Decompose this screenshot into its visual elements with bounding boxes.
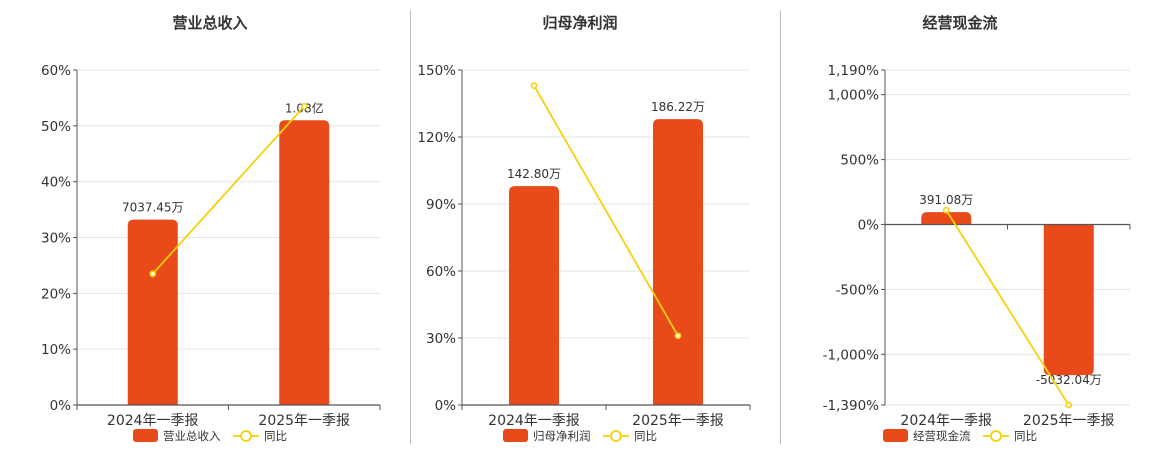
legend-bar-swatch bbox=[133, 429, 158, 442]
line-point bbox=[149, 270, 157, 278]
x-tick-label: 2025年一季报 bbox=[258, 413, 350, 429]
legend-bar-swatch bbox=[883, 429, 908, 442]
legend-bar-swatch bbox=[503, 429, 528, 442]
y-tick-label: 120% bbox=[417, 130, 456, 146]
x-tick-label: 2024年一季报 bbox=[900, 413, 992, 429]
y-tick-label: 0% bbox=[858, 218, 880, 234]
y-tick-label: 60% bbox=[426, 264, 456, 280]
bar bbox=[921, 212, 972, 225]
y-tick-label: 500% bbox=[840, 153, 879, 169]
y-tick-label: 60% bbox=[41, 63, 71, 79]
legend-line-marker bbox=[240, 430, 252, 442]
series-line bbox=[152, 105, 305, 275]
legend-line-label: 同比 bbox=[264, 429, 287, 443]
legend-line-marker bbox=[990, 430, 1002, 442]
bar-data-label: 142.80万 bbox=[507, 167, 561, 181]
y-tick-label: 20% bbox=[41, 286, 71, 302]
legend-line-label: 同比 bbox=[1014, 429, 1037, 443]
y-tick-label: -1,000% bbox=[823, 347, 880, 363]
y-tick-label: 40% bbox=[41, 175, 71, 191]
y-tick-label: 0% bbox=[50, 398, 72, 414]
y-tick-label: 90% bbox=[426, 197, 456, 213]
bar bbox=[653, 119, 703, 405]
bar-data-label: 186.22万 bbox=[651, 100, 705, 114]
y-tick-label: 50% bbox=[41, 119, 71, 135]
x-tick-label: 2024年一季报 bbox=[107, 413, 199, 429]
y-tick-label: -1,390% bbox=[823, 398, 880, 414]
bar-data-label: 7037.45万 bbox=[122, 201, 184, 215]
series-line bbox=[533, 85, 679, 337]
line-point bbox=[300, 102, 308, 110]
line-point bbox=[674, 332, 682, 340]
x-tick-label: 2025年一季报 bbox=[632, 413, 724, 429]
y-tick-label: 30% bbox=[426, 331, 456, 347]
chart-title: 归母净利润 bbox=[542, 14, 617, 32]
line-point bbox=[942, 206, 950, 214]
bar bbox=[127, 219, 178, 405]
y-tick-label: -500% bbox=[836, 282, 880, 298]
legend-bar-label: 经营现金流 bbox=[913, 429, 971, 443]
bar bbox=[1043, 224, 1094, 376]
y-tick-label: 10% bbox=[41, 342, 71, 358]
bar bbox=[509, 186, 559, 405]
bar-data-label: 391.08万 bbox=[919, 193, 973, 207]
bar bbox=[279, 120, 330, 405]
y-tick-label: 0% bbox=[435, 398, 457, 414]
legend-bar-label: 归母净利润 bbox=[533, 429, 591, 443]
panel-divider bbox=[780, 10, 781, 444]
chart-title: 经营现金流 bbox=[922, 14, 997, 32]
x-tick-label: 2025年一季报 bbox=[1023, 413, 1115, 429]
y-tick-label: 1,190% bbox=[828, 63, 880, 79]
legend-line-marker bbox=[610, 430, 622, 442]
y-tick-label: 30% bbox=[41, 231, 71, 247]
legend-line-label: 同比 bbox=[634, 429, 657, 443]
panel-divider bbox=[410, 10, 411, 444]
legend-bar-label: 营业总收入 bbox=[163, 429, 221, 443]
x-tick-label: 2024年一季报 bbox=[488, 413, 580, 429]
line-point bbox=[1065, 401, 1073, 409]
bar-data-label: -5032.04万 bbox=[1036, 373, 1102, 387]
y-tick-label: 150% bbox=[417, 63, 456, 79]
chart-title: 营业总收入 bbox=[172, 14, 247, 32]
series-line bbox=[945, 209, 1070, 406]
y-tick-label: 1,000% bbox=[828, 88, 880, 104]
line-point bbox=[530, 82, 538, 90]
